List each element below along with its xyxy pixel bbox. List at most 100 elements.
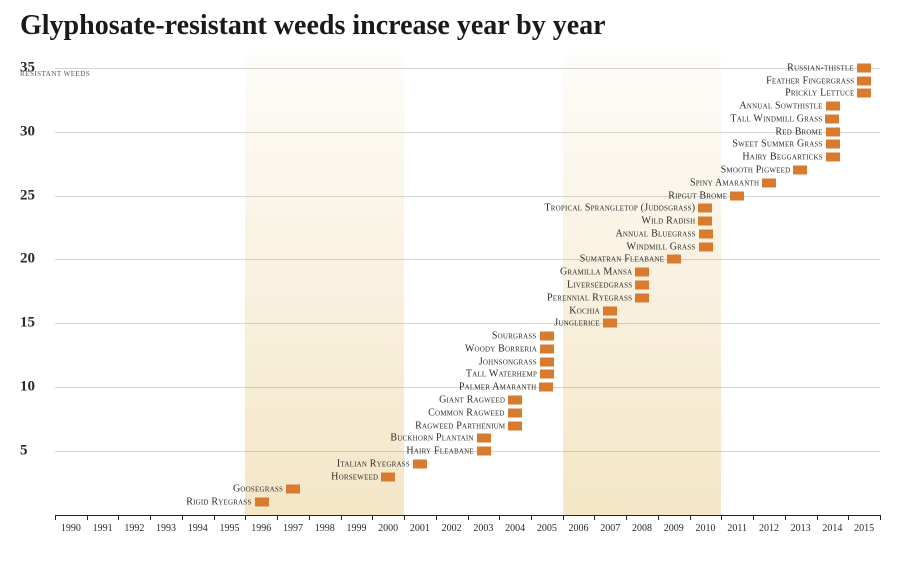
x-tick xyxy=(880,515,881,520)
data-point: Giant Ragweed xyxy=(439,395,522,406)
x-tick-label: 1999 xyxy=(346,523,366,534)
x-tick-label: 1991 xyxy=(93,523,113,534)
x-tick xyxy=(468,515,469,520)
x-tick-label: 2008 xyxy=(632,523,652,534)
data-point-label: Hairy Fleabane xyxy=(406,446,473,457)
x-tick-label: 2010 xyxy=(695,523,715,534)
x-tick-label: 2002 xyxy=(442,523,462,534)
data-point: Perennial Ryegrass xyxy=(547,292,649,303)
data-point-label: Annual Bluegrass xyxy=(615,228,695,239)
x-tick xyxy=(848,515,849,520)
x-tick xyxy=(436,515,437,520)
x-tick-label: 2000 xyxy=(378,523,398,534)
x-tick-label: 2015 xyxy=(854,523,874,534)
data-point-marker xyxy=(825,114,839,123)
data-point-label: Tropical Sprangletop (Juddsgrass) xyxy=(544,203,695,214)
x-tick xyxy=(531,515,532,520)
data-point: Prickly Lettuce xyxy=(785,88,871,99)
data-point-label: Palmer Amaranth xyxy=(459,382,537,393)
x-tick xyxy=(626,515,627,520)
data-point-marker xyxy=(255,498,269,507)
data-point-label: Tall Waterhemp xyxy=(466,369,537,380)
x-tick-label: 2014 xyxy=(822,523,842,534)
x-tick xyxy=(245,515,246,520)
y-tick-label: 30 xyxy=(20,123,35,140)
data-point: Tropical Sprangletop (Juddsgrass) xyxy=(544,203,712,214)
data-point-marker xyxy=(635,268,649,277)
data-point-label: Gramilla Mansa xyxy=(560,267,632,278)
data-point-marker xyxy=(699,242,713,251)
data-point: Smooth Pigweed xyxy=(721,165,808,176)
data-point-marker xyxy=(539,383,553,392)
data-point: Ragweed Parthenium xyxy=(415,420,522,431)
x-tick xyxy=(658,515,659,520)
data-point-marker xyxy=(857,89,871,98)
data-point: Sumatran Fleabane xyxy=(580,254,681,265)
chart-area: 5101520253035 RESISTANT WEEDS 1990199119… xyxy=(20,55,880,555)
x-tick xyxy=(785,515,786,520)
data-point: Gramilla Mansa xyxy=(560,267,649,278)
data-point: Junglerice xyxy=(554,318,617,329)
data-point-label: Italian Ryegrass xyxy=(337,458,410,469)
data-point: Rigid Ryegrass xyxy=(186,497,268,508)
data-point-marker xyxy=(381,472,395,481)
x-tick xyxy=(817,515,818,520)
x-tick xyxy=(341,515,342,520)
data-point-marker xyxy=(667,255,681,264)
data-point-label: Sourgrass xyxy=(492,331,537,342)
x-tick xyxy=(753,515,754,520)
data-point-label: Giant Ragweed xyxy=(439,395,505,406)
data-point-label: Tall Windmill Grass xyxy=(730,113,822,124)
x-tick xyxy=(150,515,151,520)
y-tick-label: 10 xyxy=(20,379,35,396)
gridline xyxy=(55,196,880,197)
data-point-label: Ragweed Parthenium xyxy=(415,420,505,431)
data-point: Common Ragweed xyxy=(428,407,522,418)
data-point-label: Smooth Pigweed xyxy=(721,165,791,176)
x-tick-label: 2007 xyxy=(600,523,620,534)
data-point-marker xyxy=(826,102,840,111)
data-point-marker xyxy=(477,447,491,456)
data-point: Red Brome xyxy=(775,126,839,137)
x-tick-label: 2011 xyxy=(727,523,747,534)
data-point-marker xyxy=(699,229,713,238)
data-point-label: Annual Sowthistle xyxy=(739,101,822,112)
data-point-marker xyxy=(508,408,522,417)
data-point-label: Johnsongrass xyxy=(479,356,537,367)
data-point: Liverseedgrass xyxy=(567,280,649,291)
x-tick xyxy=(182,515,183,520)
x-tick xyxy=(721,515,722,520)
x-tick xyxy=(277,515,278,520)
data-point-label: Prickly Lettuce xyxy=(785,88,854,99)
gridline xyxy=(55,68,880,69)
y-tick-label: 20 xyxy=(20,251,35,268)
data-point-label: Liverseedgrass xyxy=(567,280,632,291)
data-point-label: Russian-thistle xyxy=(787,62,854,73)
data-point-marker xyxy=(603,319,617,328)
x-tick xyxy=(404,515,405,520)
data-point-marker xyxy=(826,140,840,149)
data-point: Sourgrass xyxy=(492,331,554,342)
data-point: Russian-thistle xyxy=(787,62,871,73)
x-tick-label: 1997 xyxy=(283,523,303,534)
x-tick-label: 2006 xyxy=(569,523,589,534)
data-point-marker xyxy=(413,459,427,468)
x-tick-label: 1992 xyxy=(124,523,144,534)
x-tick-label: 1993 xyxy=(156,523,176,534)
data-point: Tall Waterhemp xyxy=(466,369,554,380)
highlight-band xyxy=(245,55,404,515)
data-point-marker xyxy=(698,217,712,226)
data-point-label: Feather Fingergrass xyxy=(766,75,854,86)
data-point: Palmer Amaranth xyxy=(459,382,554,393)
data-point-label: Windmill Grass xyxy=(626,241,695,252)
gridline xyxy=(55,323,880,324)
data-point-label: Rigid Ryegrass xyxy=(186,497,251,508)
x-tick-label: 1990 xyxy=(61,523,81,534)
x-tick-label: 1995 xyxy=(220,523,240,534)
data-point-marker xyxy=(508,421,522,430)
data-point: Hairy Fleabane xyxy=(406,446,490,457)
data-point-marker xyxy=(793,166,807,175)
data-point-marker xyxy=(635,281,649,290)
data-point: Hairy Beggarticks xyxy=(742,152,839,163)
data-point-marker xyxy=(540,332,554,341)
